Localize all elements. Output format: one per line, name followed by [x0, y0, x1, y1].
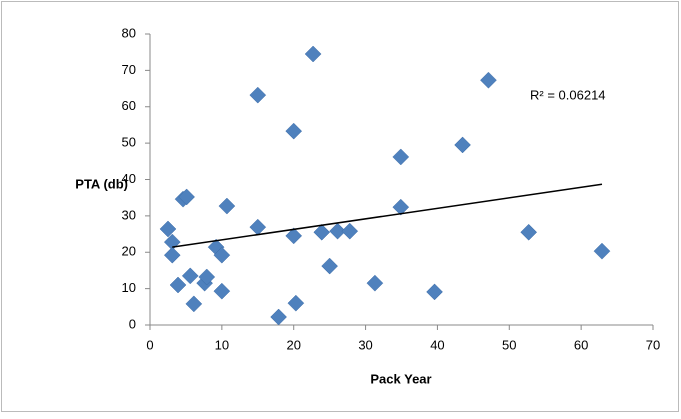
x-tick-label: 20 [286, 337, 300, 352]
y-tick-label: 30 [122, 207, 136, 222]
point [426, 283, 443, 301]
point [249, 86, 267, 104]
x-tick-label: 40 [430, 337, 444, 352]
y-tick-label: 10 [122, 280, 136, 295]
y-tick-label: 40 [122, 171, 136, 186]
annotation: R² = 0.06214 [530, 87, 606, 102]
y-axis-title: PTA (db) [75, 176, 128, 191]
y-tick-label: 70 [122, 62, 136, 77]
y-tick-label: 80 [122, 25, 136, 40]
point [213, 282, 231, 300]
point [480, 71, 497, 89]
point [287, 294, 305, 312]
x-axis-title: Pack Year [370, 371, 431, 386]
point [218, 197, 236, 215]
point [454, 136, 471, 154]
point [185, 295, 203, 313]
point [392, 198, 410, 216]
point [304, 45, 322, 63]
y-tick-label: 20 [122, 244, 136, 259]
x-tick-label: 10 [215, 337, 229, 352]
x-tick-label: 50 [502, 337, 516, 352]
point [366, 274, 384, 292]
y-tick-label: 0 [129, 316, 136, 331]
trendline [172, 183, 603, 248]
point [198, 268, 216, 286]
y-tick-label: 50 [122, 135, 136, 150]
point [329, 222, 346, 240]
point [270, 308, 287, 326]
point [313, 223, 331, 241]
chart-border [1, 1, 679, 412]
point [213, 246, 231, 264]
point [285, 227, 303, 245]
x-tick-label: 70 [646, 337, 660, 352]
point [159, 220, 177, 238]
point [341, 222, 359, 240]
point [520, 223, 538, 241]
point [169, 276, 187, 294]
point [593, 242, 611, 260]
y-tick-label: 60 [122, 98, 136, 113]
point [392, 148, 410, 166]
point [321, 257, 338, 275]
x-tick-label: 0 [146, 337, 153, 352]
point [285, 122, 303, 140]
point [181, 267, 199, 285]
x-tick-label: 60 [574, 337, 588, 352]
point [178, 188, 196, 206]
point [163, 246, 181, 264]
x-tick-label: 30 [358, 337, 372, 352]
